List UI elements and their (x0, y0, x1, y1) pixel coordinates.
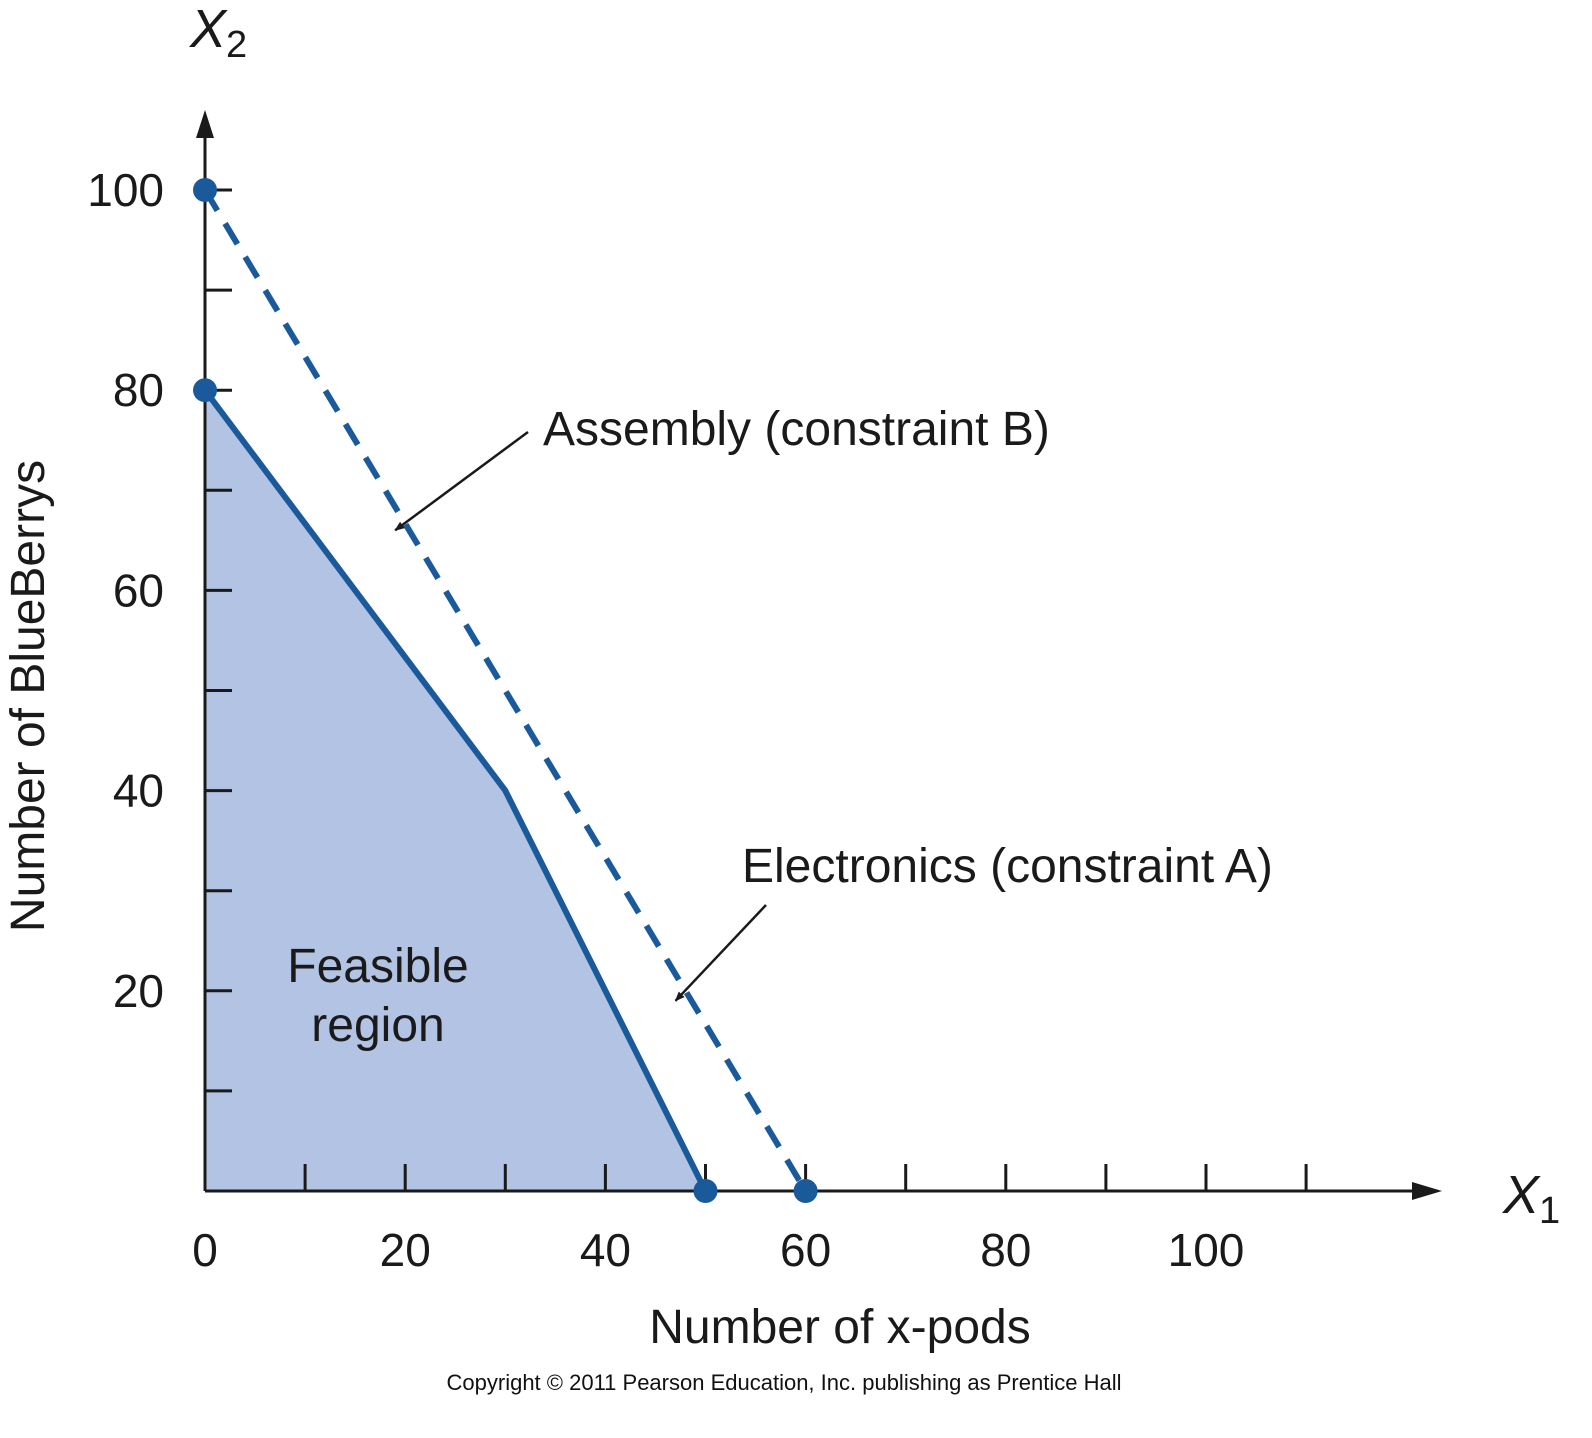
y-tick-label: 100 (87, 164, 164, 216)
x-tick-label: 60 (780, 1224, 831, 1276)
x-axis-variable: X1 (1501, 1165, 1560, 1232)
y-axis-title: Number of BlueBerrys (2, 460, 55, 932)
y-tick-label: 80 (113, 364, 164, 416)
x-tick-label: 100 (1168, 1224, 1245, 1276)
y-tick-label: 20 (113, 965, 164, 1017)
endpoint-markers (193, 178, 818, 1203)
annotation-electronics-arrow (674, 904, 767, 1002)
x-tick-label: 40 (580, 1224, 631, 1276)
feasible-region (205, 390, 706, 1191)
x-tick-label: 20 (380, 1224, 431, 1276)
annotation-assembly-arrow (394, 430, 529, 532)
endpoint-marker (793, 1179, 818, 1203)
series-electronics-line (202, 388, 709, 1193)
x-axis-arrowhead (1412, 1182, 1442, 1200)
feasible-region-label-line2: region (311, 999, 444, 1052)
annotation-electronics: Electronics (constraint A) (742, 840, 1273, 893)
y-axis-variable: X2 (188, 0, 247, 66)
y-tick-label: 40 (113, 765, 164, 817)
copyright-notice: Copyright © 2011 Pearson Education, Inc.… (447, 1370, 1122, 1395)
annotation-assembly: Assembly (constraint B) (543, 403, 1050, 456)
endpoint-marker (193, 178, 217, 202)
y-axis-ticks: 20 40 60 80 100 (87, 164, 232, 1093)
feasible-region-label-line1: Feasible (287, 940, 468, 993)
x-axis-title: Number of x-pods (649, 1301, 1031, 1354)
x-tick-label: 0 (192, 1224, 218, 1276)
x-axis-ticks: 0 20 40 60 80 100 (192, 1164, 1308, 1276)
y-axis-arrowhead (196, 110, 214, 138)
x-tick-label: 80 (980, 1224, 1031, 1276)
y-tick-label: 60 (113, 564, 164, 616)
endpoint-marker (193, 378, 217, 403)
endpoint-marker (693, 1179, 718, 1203)
